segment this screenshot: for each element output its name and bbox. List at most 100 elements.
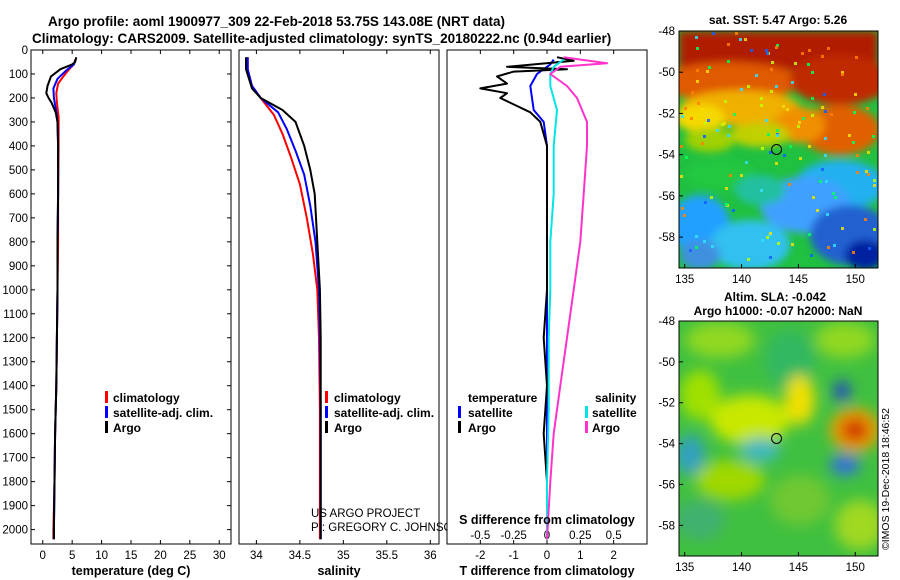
legend-title-salinity: salinity [595, 391, 637, 405]
sst-pixel [797, 125, 800, 128]
depth-tick-label: 1400 [2, 381, 28, 393]
sst-pixel [727, 60, 730, 63]
map-x-tick-label: 135 [675, 562, 694, 574]
sst-pixel [747, 85, 750, 88]
temperature-legend: climatology satellite-adj. clim. Argo [105, 391, 213, 435]
x-tick-label: 25 [183, 550, 196, 562]
sst-pixel [765, 119, 768, 122]
sst-map-panel: sat. SST: 5.47 Argo: 5.26 [658, 13, 879, 286]
sst-pixel [735, 32, 738, 35]
series-line-argo [45, 56, 78, 540]
sst-map-title: sat. SST: 5.47 Argo: 5.26 [709, 13, 848, 27]
sst-pixel [771, 61, 774, 64]
x-tick-label: 0 [544, 550, 550, 562]
map-y-tick-label: -54 [658, 150, 675, 162]
legend-label-t-satellite: satellite [468, 406, 513, 420]
depth-tick-label: 1500 [2, 405, 28, 417]
map-x-tick-label: 140 [732, 274, 751, 286]
legend-swatch-s-argo [585, 421, 588, 433]
map-x-tick-label: 140 [732, 562, 751, 574]
sst-pixel [711, 245, 714, 248]
difference-xlabel: T difference from climatology [459, 564, 634, 578]
sst-pixel [681, 207, 684, 210]
map-y-tick-label: -52 [658, 108, 675, 120]
depth-tick-label: 600 [9, 189, 28, 201]
sst-pixel [703, 240, 706, 243]
x-tick-label: 10 [95, 550, 108, 562]
sst-pixel [724, 100, 727, 103]
sst-pixel [747, 258, 750, 261]
sst-pixel [761, 147, 764, 150]
x-tick-label: -2 [475, 550, 485, 562]
x-tick-label: 34 [250, 550, 263, 562]
sst-pixel [733, 113, 736, 116]
sst-pixel [732, 209, 735, 212]
sst-pixel [755, 74, 758, 77]
sst-pixel [776, 129, 779, 132]
map-x-tick-label: 135 [675, 274, 694, 286]
sst-pixel [848, 134, 851, 137]
sst-pixel [760, 189, 763, 192]
depth-tick-label: 200 [9, 93, 28, 105]
sst-pixel [695, 36, 698, 39]
legend-swatch-climatology [325, 391, 328, 403]
sst-pixel [867, 173, 870, 176]
pi-credit: PI: GREGORY C. JOHNSON [311, 522, 461, 534]
sst-pixel [856, 171, 859, 174]
series-line-s-argo [546, 56, 608, 540]
sst-pixel [739, 38, 742, 41]
x-tick-label: 35.5 [376, 550, 398, 562]
salinity-panel: 34 34.5 35 35.5 36 salinity climatology sate… [238, 49, 461, 578]
sst-pixel [681, 115, 684, 118]
sst-pixel [691, 91, 694, 94]
x-tick-label: 20 [154, 550, 167, 562]
sst-pixel [824, 110, 827, 113]
sst-pixel [767, 133, 770, 136]
sla-map-frame [678, 320, 879, 557]
legend-label-s-argo: Argo [592, 421, 620, 435]
sst-pixel [703, 135, 706, 138]
sst-pixel [683, 214, 686, 217]
x-tick-label: 0 [40, 550, 46, 562]
sst-pixel [812, 196, 815, 199]
sst-pixel [807, 63, 810, 66]
sst-pixel [744, 38, 747, 41]
sst-pixel [808, 233, 811, 236]
sst-pixel [799, 157, 802, 160]
sst-pixel [794, 62, 797, 65]
salinity-diff-legend: salinity satellite Argo [585, 391, 637, 435]
sla-map-title-line-2: Argo h1000: -0.07 h2000: NaN [694, 304, 863, 318]
title-line-2: Climatology: CARS2009. Satellite-adjuste… [32, 31, 611, 46]
sst-pixel [867, 151, 870, 154]
salinity-x-ticks: 34 34.5 35 35.5 36 [250, 50, 437, 562]
sla-heatmap [679, 321, 878, 556]
map-x-tick-label: 150 [846, 562, 865, 574]
legend-label-satellite: satellite-adj. clim. [113, 406, 213, 420]
sla-map-ticks: 135 140 145 150 -48 -50 -52 -54 -56 -58 [658, 316, 864, 574]
depth-tick-label: 400 [9, 141, 28, 153]
salinity-plot-frame [238, 49, 440, 545]
map-x-tick-label: 150 [846, 274, 865, 286]
sst-pixel [761, 239, 764, 242]
legend-label-argo: Argo [113, 421, 141, 435]
sst-pixel [791, 243, 794, 246]
sst-pixel [695, 246, 698, 249]
s-x-tick-label: 0.5 [606, 530, 622, 542]
s-x-tick-label: -0.5 [470, 530, 490, 542]
depth-tick-label: 1200 [2, 333, 28, 345]
map-y-tick-label: -56 [658, 479, 675, 491]
sst-pixel [697, 113, 700, 116]
temperature-x-ticks: 0 5 10 15 20 25 30 [40, 50, 226, 562]
temperature-lines [45, 56, 78, 540]
sst-pixel [808, 49, 811, 52]
map-y-tick-label: -50 [658, 67, 675, 79]
sst-pixel [854, 93, 857, 96]
x-tick-label: 15 [125, 550, 138, 562]
legend-swatch-climatology [105, 391, 108, 403]
x-tick-label: 1 [577, 550, 583, 562]
x-tick-label: 34.5 [289, 550, 311, 562]
sst-pixel [721, 123, 724, 126]
sst-pixel [810, 254, 813, 257]
sst-pixel [824, 137, 827, 140]
